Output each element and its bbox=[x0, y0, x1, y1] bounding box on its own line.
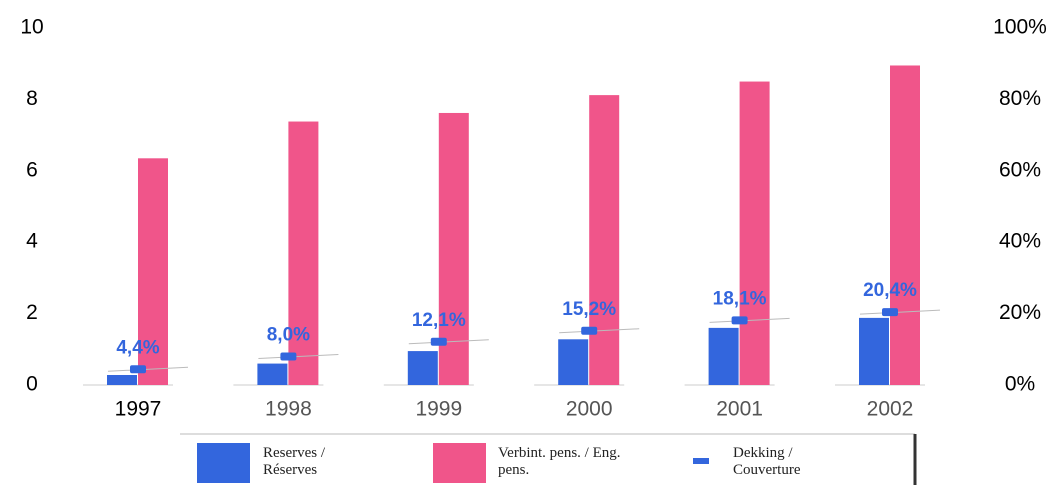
dekking-marker bbox=[130, 365, 146, 374]
data-label: 15,2% bbox=[562, 299, 616, 320]
dekking-marker bbox=[430, 337, 447, 346]
y2-tick-label: 100% bbox=[993, 16, 1047, 39]
bar bbox=[407, 351, 438, 385]
data-label: 4,4% bbox=[116, 337, 159, 358]
bar bbox=[257, 363, 288, 385]
y-tick-label: 4 bbox=[26, 230, 38, 253]
y-tick-label: 0 bbox=[26, 373, 38, 396]
legend-swatch bbox=[693, 458, 709, 464]
x-tick-label: 1998 bbox=[265, 398, 312, 421]
y2-tick-label: 20% bbox=[999, 301, 1041, 324]
y-tick-label: 2 bbox=[26, 301, 38, 324]
dekking-marker bbox=[731, 316, 748, 325]
y2-tick-label: 40% bbox=[999, 230, 1041, 253]
data-label: 20,4% bbox=[863, 280, 917, 301]
data-label: 18,1% bbox=[713, 288, 767, 309]
bar bbox=[859, 317, 889, 385]
bar bbox=[589, 95, 620, 385]
y2-tick-label: 60% bbox=[999, 158, 1041, 181]
bar bbox=[739, 81, 770, 386]
y-tick-label: 8 bbox=[26, 87, 38, 110]
bar bbox=[558, 339, 589, 385]
dekking-marker bbox=[581, 326, 598, 335]
bar bbox=[138, 158, 168, 385]
bar bbox=[708, 327, 739, 385]
trend-line bbox=[859, 309, 941, 315]
x-tick-label: 2000 bbox=[566, 398, 613, 421]
trend-line bbox=[559, 328, 640, 334]
data-label: 8,0% bbox=[267, 324, 310, 345]
dekking-marker bbox=[882, 308, 898, 317]
legend-label: Reserves / Réserves bbox=[263, 445, 326, 478]
y2-tick-label: 0% bbox=[1005, 373, 1035, 396]
bar bbox=[890, 65, 920, 386]
x-tick-label: 2001 bbox=[716, 398, 763, 421]
legend-label: Dekking / Couverture bbox=[733, 445, 801, 478]
legend-swatch bbox=[197, 443, 250, 483]
bar bbox=[107, 375, 137, 385]
x-tick-label: 1999 bbox=[415, 398, 462, 421]
trend-line bbox=[107, 366, 189, 372]
x-tick-label: 2002 bbox=[867, 398, 914, 421]
bar bbox=[288, 121, 319, 385]
data-label: 12,1% bbox=[412, 310, 466, 331]
trend-line bbox=[408, 339, 489, 345]
dekking-marker bbox=[280, 352, 297, 361]
y-tick-label: 6 bbox=[26, 158, 38, 181]
y-tick-label: 10 bbox=[20, 16, 43, 39]
trend-line bbox=[258, 353, 339, 359]
x-tick-label: 1997 bbox=[115, 398, 162, 421]
legend-label: Verbint. pens. / Eng. pens. bbox=[498, 445, 621, 478]
y2-tick-label: 80% bbox=[999, 87, 1041, 110]
trend-line bbox=[709, 317, 790, 323]
legend-swatch bbox=[433, 443, 486, 483]
